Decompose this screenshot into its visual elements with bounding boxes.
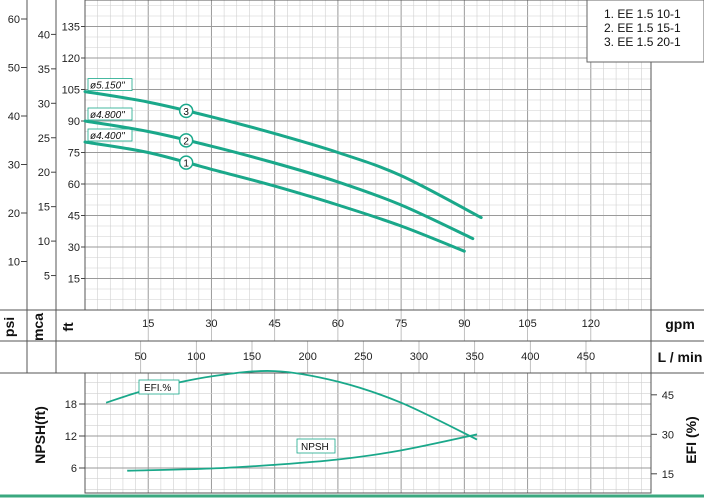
gpm-tick-label: 105 (518, 318, 536, 330)
legend-entry-3: 3. EE 1.5 20-1 (604, 35, 681, 49)
legend-entry-2: 2. EE 1.5 15-1 (604, 21, 681, 35)
psi-tick-label: 30 (8, 160, 20, 172)
psi-tick-label: 40 (8, 111, 20, 123)
lmin-tick-label: 300 (410, 351, 428, 363)
ft-axis-label: ft (60, 322, 76, 332)
upper-grid (84, 0, 651, 311)
impeller-label-1: ø4.400" (90, 131, 125, 142)
efi-tick-label: 15 (662, 469, 674, 481)
ft-tick-label: 45 (68, 211, 80, 223)
efficiency-label-box (138, 379, 180, 395)
gpm-tick-label: 75 (395, 318, 407, 330)
head-curve-3 (83, 90, 483, 220)
head-curve-1 (83, 140, 466, 253)
curve-marker-1 (178, 155, 194, 170)
lmin-tick-label: 200 (298, 351, 316, 363)
psi-tick-label: 50 (8, 63, 20, 75)
npsh-curve (127, 433, 478, 472)
npsh-tick-label: 18 (65, 399, 77, 411)
impeller-label-2: ø4.800" (90, 110, 125, 121)
efi-axis-label: EFI (%) (683, 416, 699, 463)
legend-entry-1: 1. EE 1.5 10-1 (604, 7, 681, 21)
curve-marker-3 (178, 103, 194, 119)
efi-tick-label: 30 (662, 429, 674, 441)
mca-tick-label: 15 (38, 202, 50, 214)
impeller-label-box (87, 107, 133, 121)
npsh-tick-label: 12 (65, 431, 77, 443)
lmin-tick-label: 150 (243, 351, 261, 363)
npsh-tick-label: 6 (71, 463, 77, 475)
psi-tick-label: 60 (8, 14, 20, 26)
gpm-tick-label: 30 (205, 318, 217, 330)
ft-tick-label: 60 (68, 179, 80, 191)
ft-tick-label: 15 (68, 274, 80, 286)
psi-axis-label: psi (1, 317, 17, 337)
mca-tick-label: 5 (44, 271, 50, 283)
curve-marker-number-3: 3 (183, 107, 189, 118)
ft-tick-label: 75 (68, 148, 80, 160)
curve-marker-2 (178, 133, 194, 148)
lmin-tick-label: 100 (187, 351, 205, 363)
mca-tick-label: 35 (38, 64, 50, 76)
ft-tick-label: 135 (62, 22, 80, 34)
curve-marker-number-1: 1 (183, 159, 189, 170)
lmin-tick-label: 250 (354, 351, 372, 363)
ft-tick-label: 105 (62, 85, 80, 97)
psi-tick-label: 10 (8, 257, 20, 269)
npsh-efficiency-curves: EFI.% NPSH (105, 370, 478, 472)
psi-tick-label: 20 (8, 208, 20, 220)
mca-tick-label: 30 (38, 98, 50, 110)
ft-tick-label: 90 (68, 116, 80, 128)
lmin-axis-label: L / min (658, 349, 703, 365)
gpm-tick-label: 90 (458, 318, 470, 330)
ft-tick-label: 120 (62, 53, 80, 65)
efficiency-label: EFI.% (144, 383, 171, 394)
gpm-axis-label: gpm (665, 316, 695, 332)
gpm-tick-label: 15 (142, 318, 154, 330)
lmin-tick-label: 450 (577, 351, 595, 363)
gpm-tick-label: 45 (269, 318, 281, 330)
mca-tick-label: 40 (38, 29, 50, 41)
mca-tick-label: 25 (38, 133, 50, 145)
mca-axis-label: mca (30, 313, 46, 341)
impeller-label-box (87, 78, 133, 91)
impeller-label-3: ø5.150" (90, 81, 125, 92)
lmin-tick-label: 50 (135, 351, 147, 363)
lower-grid (84, 310, 651, 493)
upper-plot-area (85, 0, 651, 310)
mca-tick-label: 10 (38, 236, 50, 248)
lmin-tick-label: 400 (521, 351, 539, 363)
npsh-axis-label: NPSH(ft) (32, 406, 48, 464)
impeller-label-box (87, 128, 133, 142)
head-curve-2 (83, 119, 475, 241)
axis-ticks: 1530456075901051201355101520253035401020… (8, 14, 674, 481)
npsh-label: NPSH (301, 442, 329, 453)
npsh-label-box (296, 438, 336, 454)
head-curves: ø4.400" 1 ø4.800" 2 ø5.150" 3 (83, 78, 483, 253)
curve-marker-number-2: 2 (183, 136, 189, 147)
legend: 1. EE 1.5 10-1 2. EE 1.5 15-1 3. EE 1.5 … (586, 0, 704, 63)
ft-tick-label: 30 (68, 242, 80, 254)
gpm-tick-label: 120 (582, 318, 600, 330)
gpm-tick-label: 60 (332, 318, 344, 330)
efi-tick-label: 45 (662, 390, 674, 402)
mca-tick-label: 20 (38, 167, 50, 179)
lmin-tick-label: 350 (465, 351, 483, 363)
